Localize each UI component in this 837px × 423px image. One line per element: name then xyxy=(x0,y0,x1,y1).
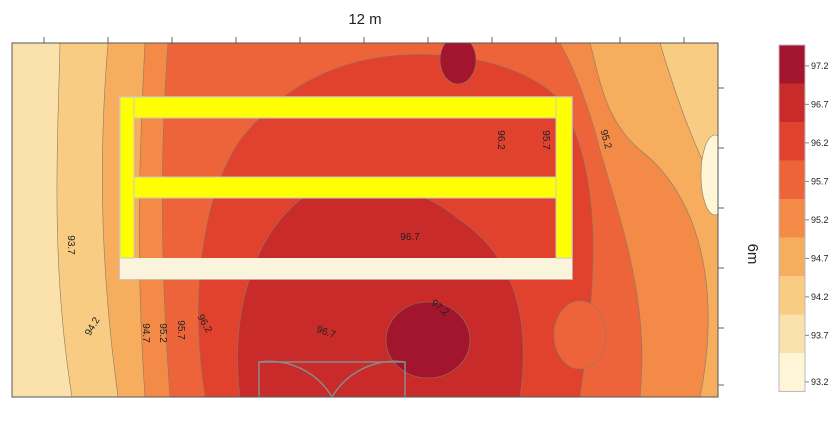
legend-swatch xyxy=(779,237,805,276)
legend-tick-label: 95.2 xyxy=(811,215,829,225)
legend-tick-label: 97.2 xyxy=(811,61,829,71)
contour-label: 93.7 xyxy=(65,235,76,255)
structure-base xyxy=(120,258,572,279)
contour-label: 94.7 xyxy=(140,323,151,343)
plot-border xyxy=(11,42,719,398)
contour-band-93-7-right xyxy=(700,134,718,216)
legend-swatch xyxy=(779,276,805,315)
legend-tick-label: 95.7 xyxy=(811,176,829,186)
yellow-bar-top xyxy=(119,96,573,119)
contour-band-97-2 xyxy=(385,301,471,379)
right-ticks xyxy=(718,87,724,386)
legend-tick-label: 94.2 xyxy=(811,292,829,302)
contour-label: 96.7 xyxy=(400,232,420,243)
contour-label: 96.2 xyxy=(495,130,506,150)
legend-swatch xyxy=(779,122,805,161)
yellow-bar-right xyxy=(555,96,573,259)
legend-tick-label: 96.2 xyxy=(811,138,829,148)
contour-label: 95.2 xyxy=(157,323,168,343)
contour-label: 95.7 xyxy=(175,320,186,340)
yellow-bar-middle xyxy=(119,176,573,199)
legend-swatch xyxy=(779,45,805,84)
door-symbol xyxy=(258,360,406,397)
legend-tick-label: 96.7 xyxy=(811,99,829,109)
legend-tick-label: 93.7 xyxy=(811,330,829,340)
top-ticks xyxy=(43,37,685,43)
legend-swatch xyxy=(779,314,805,353)
legend-swatch xyxy=(779,160,805,199)
contour-labels: 93.7 94.2 94.7 95.2 95.7 96.2 96.2 95.7 … xyxy=(65,129,613,344)
legend-swatch xyxy=(779,353,805,392)
contour-label: 95.7 xyxy=(540,130,551,150)
contour-band-97-2-top xyxy=(439,43,477,85)
legend-swatch xyxy=(779,199,805,238)
contour-field xyxy=(12,43,718,397)
right-axis-label: 6m xyxy=(744,244,761,265)
legend-swatch xyxy=(779,83,805,122)
yellow-bar-left xyxy=(119,96,135,259)
color-scale-legend: 97.2 96.7 96.2 95.7 95.2 94.7 94.2 93.7 93.2 xyxy=(778,44,829,392)
contour-label: 95.2 xyxy=(598,129,614,151)
legend-tick-label: 93.2 xyxy=(811,377,829,387)
contour-band-95-7-right xyxy=(553,300,607,370)
legend-tick-label: 94.7 xyxy=(811,253,829,263)
legend-border xyxy=(778,44,806,392)
top-axis-label: 12 m xyxy=(348,11,381,28)
